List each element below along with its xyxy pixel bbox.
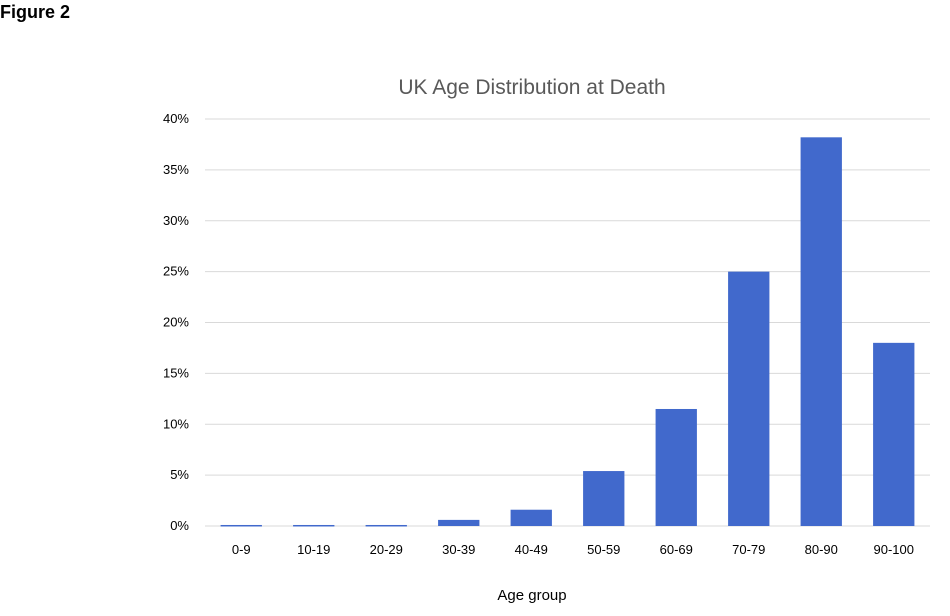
bar-50-59	[583, 471, 625, 526]
y-tick-label: 40%	[163, 111, 189, 126]
bar-0-9	[220, 524, 262, 527]
figure-label: Figure 2	[0, 2, 71, 22]
y-tick-label: 0%	[170, 518, 189, 533]
bar-20-29	[365, 524, 407, 527]
y-tick-label: 5%	[170, 467, 189, 482]
x-tick-label: 90-100	[874, 542, 914, 557]
x-tick-label: 60-69	[660, 542, 693, 557]
x-tick-label: 20-29	[370, 542, 403, 557]
bar-30-39	[438, 519, 480, 526]
x-tick-label: 50-59	[587, 542, 620, 557]
x-tick-label: 0-9	[232, 542, 251, 557]
y-tick-label: 30%	[163, 213, 189, 228]
x-tick-label: 80-90	[805, 542, 838, 557]
y-tick-label: 15%	[163, 365, 189, 380]
x-tick-label: 10-19	[297, 542, 330, 557]
bar-60-69	[655, 408, 697, 526]
x-tick-label: 40-49	[515, 542, 548, 557]
bar-40-49	[510, 509, 552, 526]
bar-70-79	[728, 271, 770, 526]
chart-title: UK Age Distribution at Death	[398, 76, 665, 99]
bar-80-90	[800, 137, 842, 526]
y-tick-label: 20%	[163, 315, 189, 330]
y-tick-label: 10%	[163, 416, 189, 431]
y-axis-ticks: 0% 5% 10% 15% 20% 25% 30% 35% 40%	[163, 111, 189, 533]
y-tick-label: 35%	[163, 162, 189, 177]
bar-10-19	[293, 524, 335, 527]
bar-90-100	[873, 342, 915, 526]
x-axis-ticks: 0-9 10-19 20-29 30-39 40-49 50-59 60-69 70-79 80…	[232, 542, 914, 557]
x-axis-label: Age group	[497, 587, 566, 604]
x-tick-label: 70-79	[732, 542, 765, 557]
x-tick-label: 30-39	[442, 542, 475, 557]
y-tick-label: 25%	[163, 264, 189, 279]
bars	[220, 137, 915, 527]
